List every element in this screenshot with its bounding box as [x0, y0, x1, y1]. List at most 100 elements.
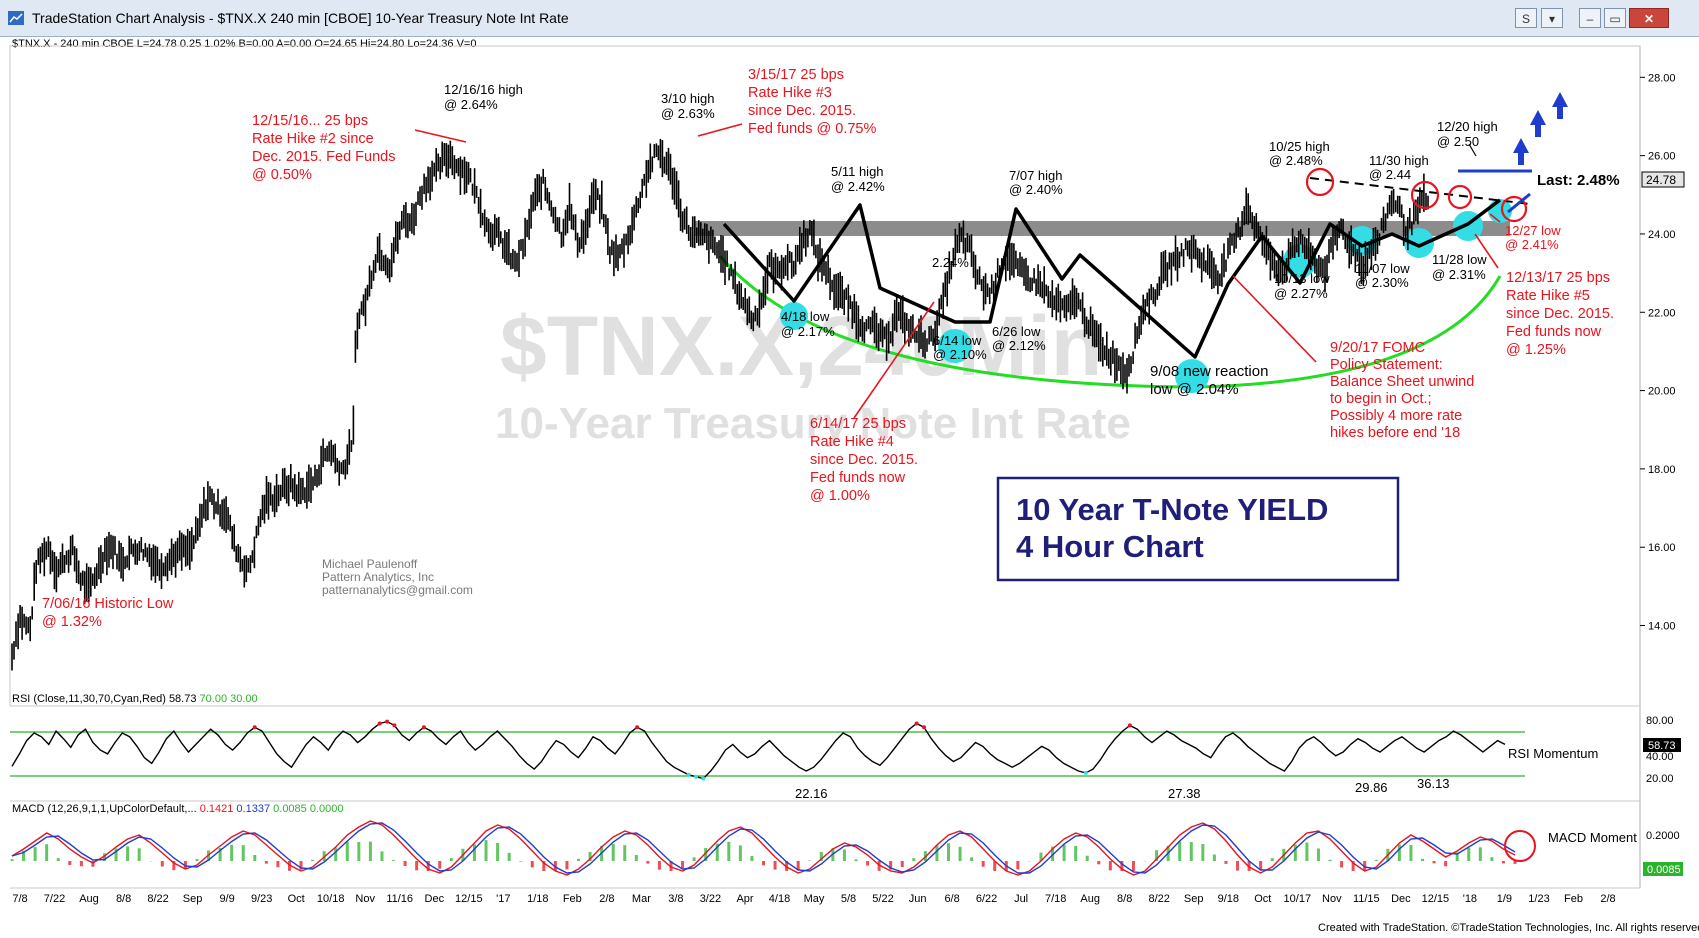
rsi-line	[11, 720, 1506, 780]
x-tick-label: 5/22	[872, 893, 893, 905]
quote-line: $TNX.X - 240 min CBOE L=24.78 0.25 1.02%…	[12, 38, 477, 50]
x-tick-label: Feb	[563, 893, 582, 905]
ann-rate-hike-2-l1: 12/15/16... 25 bps	[252, 113, 368, 129]
ann-2-24: 2.24%	[932, 255, 969, 270]
x-tick-label: Dec	[1391, 893, 1411, 905]
ann-historic-low-l2: @ 1.32%	[42, 614, 102, 630]
ann-10-13-low-value: @ 2.27%	[1274, 286, 1328, 301]
x-tick-label: '17	[496, 893, 510, 905]
credit-name: Michael Paulenoff	[322, 557, 418, 571]
macd-axis-label: 0.2000	[1646, 830, 1680, 842]
rsi-low-label-4: 36.13	[1417, 776, 1450, 791]
ann-6-26-low: 6/26 low	[992, 324, 1041, 339]
chart-area[interactable]: $TNX.X,240Min 10-Year Treasury Note Int …	[0, 36, 1699, 922]
pattern-trendlines	[722, 198, 1502, 359]
x-tick-label: 7/8	[12, 893, 27, 905]
pointer-12-20-high	[1468, 143, 1477, 157]
ann-12-27-low: 12/27 low	[1505, 223, 1561, 238]
y-tick-label: 16.00	[1648, 542, 1676, 554]
x-tick-label: 8/8	[1117, 893, 1132, 905]
rsi-overbought-mark	[635, 725, 640, 730]
ann-rate-hike-4-l5: @ 1.00%	[810, 488, 870, 504]
rsi-overbought-mark	[252, 725, 257, 730]
rsi-series	[11, 719, 1506, 781]
ann-3-10-high-value: @ 2.63%	[661, 106, 715, 121]
ann-historic-low-l1: 7/06/16 Historic Low	[42, 596, 174, 612]
upside-arrows	[1513, 92, 1568, 165]
ann-11-30-high: 11/30 high	[1369, 153, 1429, 168]
ann-11-07-low: 11/07 low	[1355, 261, 1410, 276]
dropdown-button[interactable]: ▾	[1541, 8, 1563, 28]
x-tick-label: Mar	[632, 893, 651, 905]
ann-rate-hike-4-l1: 6/14/17 25 bps	[810, 416, 906, 432]
macd-red-circle	[1504, 830, 1536, 862]
ann-6-26-low-value: @ 2.12%	[992, 338, 1046, 353]
rsi-tick-20: 20.00	[1646, 773, 1674, 785]
info-box-subtitle: 4 Hour Chart	[1016, 529, 1204, 564]
x-tick-label: 7/22	[44, 893, 65, 905]
x-tick-label: 5/8	[841, 893, 856, 905]
ann-9-08-low-value: low @ 2.04%	[1150, 381, 1239, 398]
x-tick-label: 3/22	[700, 893, 721, 905]
rsi-overbought-mark	[377, 721, 382, 726]
ann-5-11-high-value: @ 2.42%	[831, 179, 885, 194]
ann-11-28-low-value: @ 2.31%	[1432, 267, 1486, 282]
x-axis-labels: 7/8 7/22 Aug 8/8 8/22 Sep 9/9 9/23 Oct 10/18 Nov 11…	[12, 893, 1615, 905]
info-box	[996, 476, 1400, 582]
close-button[interactable]: ✕	[1629, 8, 1669, 28]
x-tick-label: 7/18	[1045, 893, 1066, 905]
ann-6-14-low: 6/14 low	[933, 333, 982, 348]
x-tick-label: 9/18	[1218, 893, 1239, 905]
minimize-button[interactable]: –	[1579, 8, 1601, 28]
ann-rate-hike-5-l5: @ 1.25%	[1506, 342, 1566, 358]
x-tick-label: 6/22	[976, 893, 997, 905]
y-tick-label: 26.00	[1648, 151, 1676, 163]
x-tick-label: 11/15	[1353, 893, 1380, 905]
ann-9-08-low: 9/08 new reaction	[1150, 363, 1268, 380]
x-tick-label: 3/8	[668, 893, 683, 905]
x-tick-label: 9/23	[251, 893, 272, 905]
x-tick-label: 2/8	[599, 893, 614, 905]
title-bar: TradeStation Chart Analysis - $TNX.X 240…	[0, 0, 1699, 37]
x-tick-label: 10/17	[1284, 893, 1312, 905]
x-tick-label: 2/8	[1600, 893, 1615, 905]
x-tick-label: Sep	[183, 893, 203, 905]
ann-5-11-high: 5/11 high	[831, 164, 884, 179]
ann-fomc-l2: Policy Statement:	[1330, 357, 1443, 373]
y-tick-label: 20.00	[1648, 386, 1676, 398]
last-value-text: 24.78	[1646, 173, 1676, 187]
x-tick-label: Jun	[909, 893, 927, 905]
last-label: Last: 2.48%	[1537, 172, 1620, 189]
x-tick-label: 8/22	[147, 893, 168, 905]
y-tick-label: 18.00	[1648, 464, 1676, 476]
ann-7-07-high: 7/07 high	[1009, 168, 1063, 183]
symbol-link-button[interactable]: S	[1515, 8, 1537, 28]
rsi-oversold-mark	[694, 774, 698, 779]
ann-rate-hike-2-l2: Rate Hike #2 since	[252, 131, 374, 147]
ann-fomc-l5: Possibly 4 more rate	[1330, 408, 1462, 424]
ann-fomc-l4: to begin in Oct.;	[1330, 391, 1432, 407]
high-marker-11-30	[1410, 180, 1440, 210]
macd-label: MACD Moment	[1548, 830, 1637, 845]
x-tick-label: 10/18	[317, 893, 345, 905]
ann-12-27-low-value: @ 2.41%	[1505, 237, 1559, 252]
macd-signal-line	[11, 822, 1516, 874]
price-series	[11, 138, 1429, 671]
rsi-overbought-mark	[385, 719, 390, 724]
ann-7-07-high-value: @ 2.40%	[1009, 182, 1063, 197]
rsi-overbought-mark	[922, 725, 926, 730]
rsi-value-tag	[1643, 738, 1681, 752]
x-tick-label: 6/8	[944, 893, 959, 905]
rsi-low-label-2: 27.38	[1168, 786, 1201, 801]
ann-3-10-high: 3/10 high	[661, 91, 715, 106]
maximize-button[interactable]: ▭	[1604, 8, 1626, 28]
ann-rate-hike-5-l3: since Dec. 2015.	[1506, 306, 1614, 322]
ann-11-30-high-value: @ 2.44	[1369, 167, 1411, 182]
blue-support-line	[1507, 192, 1531, 214]
ann-10-13-low: 10/13 low	[1274, 271, 1330, 286]
high-markers	[1305, 167, 1528, 223]
x-tick-label: Nov	[1322, 893, 1342, 905]
ann-12-16-high-value: @ 2.64%	[444, 97, 498, 112]
window-title: TradeStation Chart Analysis - $TNX.X 240…	[32, 10, 569, 26]
y-tick-label: 24.00	[1648, 229, 1676, 241]
